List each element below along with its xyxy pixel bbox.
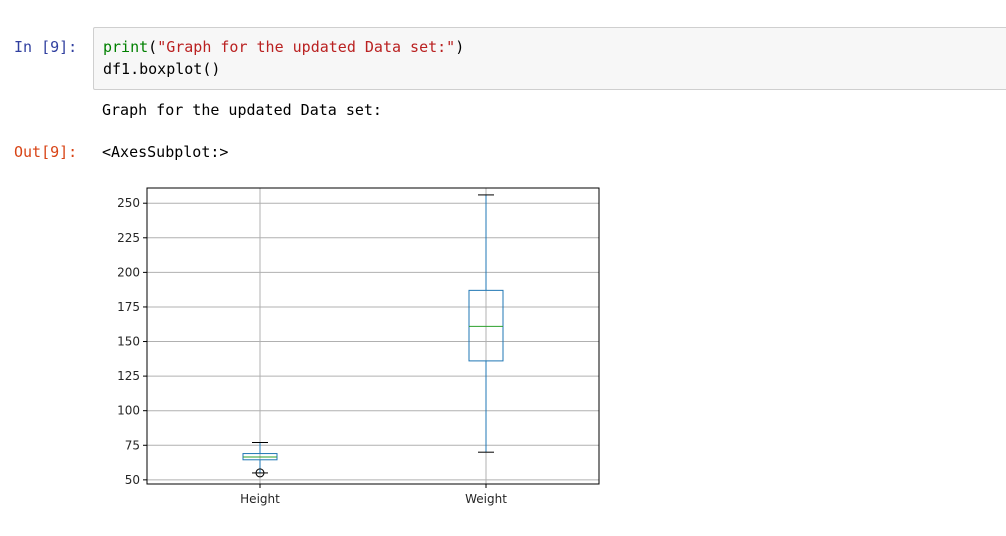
box-iqr	[242, 453, 278, 461]
code-close-paren: )	[455, 38, 465, 56]
input-prompt: In [9]:	[14, 38, 78, 56]
output-prompt: Out[9]:	[14, 143, 78, 161]
stream-output-text: Graph for the updated Data set:	[102, 101, 382, 119]
box-iqr	[468, 289, 504, 362]
y-tick-label: 100	[117, 404, 140, 418]
y-tick-label: 75	[125, 438, 140, 452]
code-string-literal: "Graph for the updated Data set:"	[157, 38, 456, 56]
y-tick-label: 225	[117, 231, 140, 245]
outlier-point	[255, 468, 265, 478]
y-tick-label: 175	[117, 300, 140, 314]
grid-layer	[147, 188, 599, 484]
code-line-2: df1.boxplot()	[103, 60, 221, 78]
y-tick-label: 250	[117, 196, 140, 210]
y-tick-label: 150	[117, 335, 140, 349]
x-tick-label: Height	[240, 492, 280, 506]
tick-layer: 50 75 100 125 150 175 200 225 250 Height Weight	[117, 196, 507, 506]
code-open-paren: (	[148, 38, 158, 56]
x-tick-label: Weight	[465, 492, 507, 506]
y-tick-label: 200	[117, 265, 140, 279]
result-output-text: <AxesSubplot:>	[102, 143, 229, 161]
box-layer	[242, 194, 504, 478]
code-input-area[interactable]: print("Graph for the updated Data set:")…	[93, 27, 1006, 90]
code-builtin-print: print	[103, 38, 149, 56]
y-tick-label: 125	[117, 369, 140, 383]
plot-frame	[146, 187, 600, 485]
y-tick-label: 50	[125, 473, 140, 487]
code-line-1: print("Graph for the updated Data set:")	[103, 36, 464, 58]
